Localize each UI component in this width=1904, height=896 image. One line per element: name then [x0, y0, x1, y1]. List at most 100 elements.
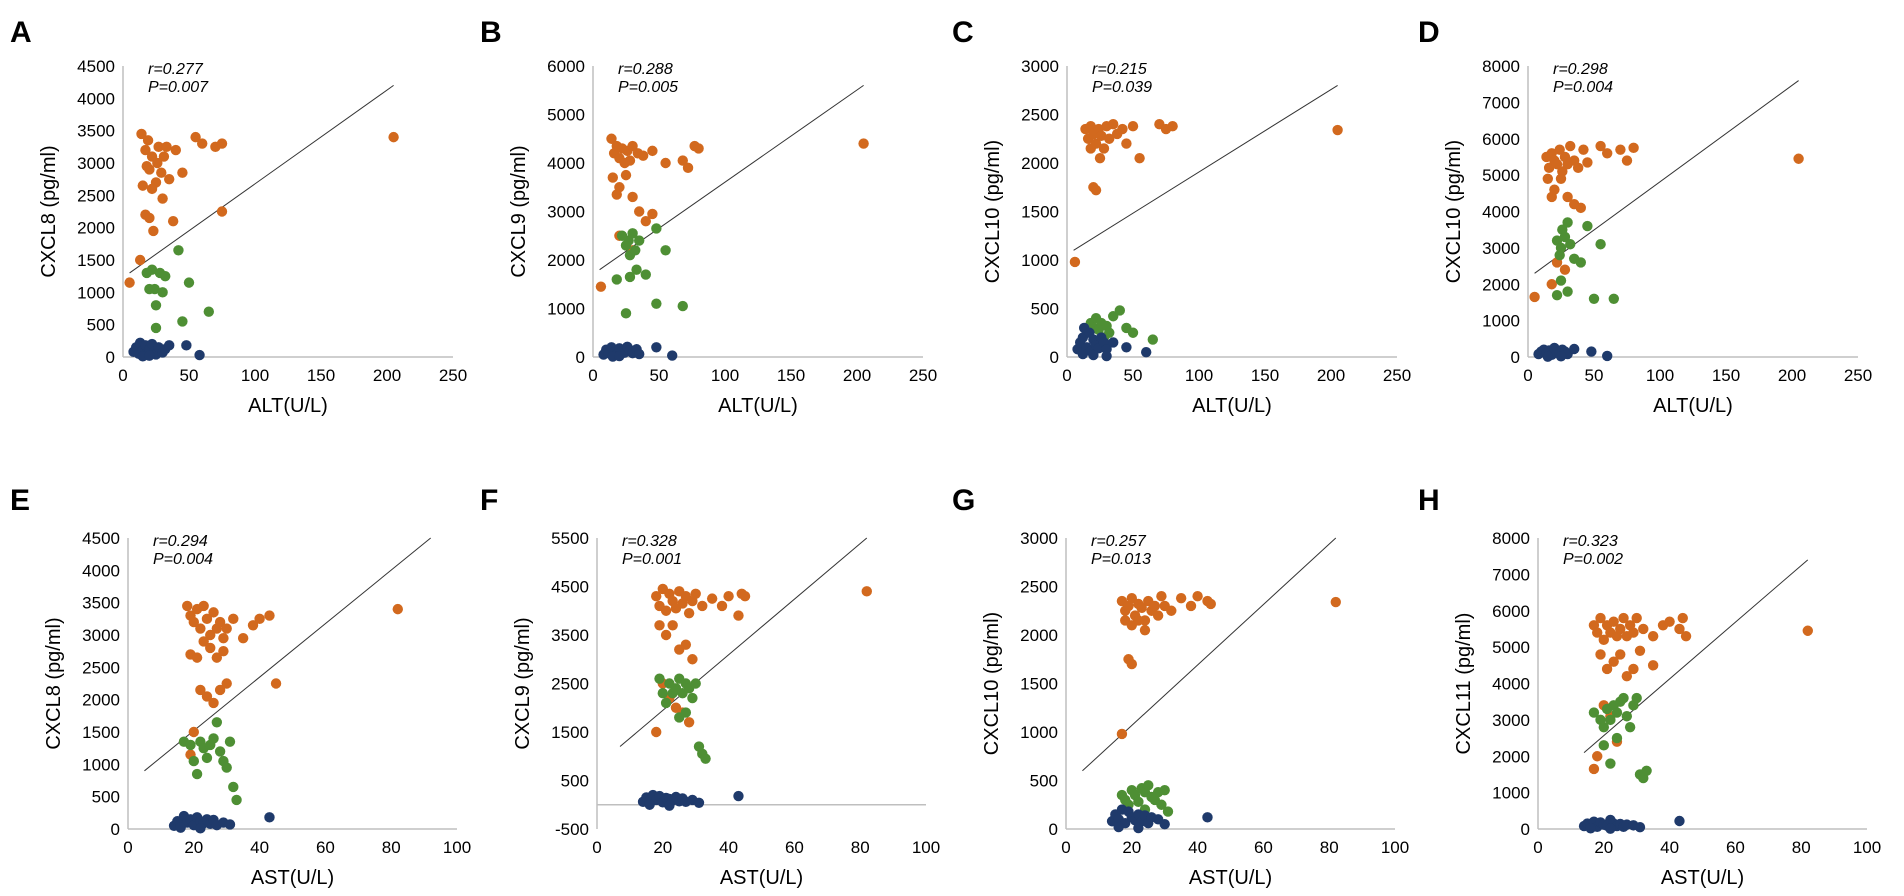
data-point: [1149, 600, 1161, 612]
data-point: [733, 790, 744, 802]
data-point: [1628, 142, 1639, 154]
x-tick-label: 80: [382, 838, 401, 857]
data-point: [177, 167, 188, 178]
data-point: [156, 167, 167, 178]
data-point: [667, 620, 678, 631]
data-point: [1638, 623, 1649, 635]
series-low: [598, 341, 678, 362]
y-tick-label: 6000: [1492, 602, 1530, 621]
data-point: [683, 717, 695, 728]
data-point: [214, 684, 226, 696]
data-point: [1598, 721, 1610, 733]
data-point: [1608, 656, 1619, 667]
data-point: [183, 277, 195, 288]
y-tick-label: 2000: [1482, 275, 1520, 294]
data-point: [644, 799, 655, 810]
y-tick-label: 2000: [1020, 626, 1058, 645]
y-axis-title: CXCL8 (pg/ml): [38, 145, 60, 277]
data-point: [1156, 591, 1167, 602]
x-tick-label: 250: [1844, 366, 1872, 385]
data-point: [620, 169, 632, 181]
x-tick-label: 0: [1062, 366, 1071, 385]
y-axis-title: CXCL9 (pg/ml): [512, 617, 534, 749]
y-tick-label: 3000: [1020, 529, 1058, 548]
data-point: [208, 733, 219, 744]
panel-c: C0 50 100 150 200 250050010001500200025003000…: [952, 16, 1411, 417]
x-tick-label: 80: [851, 838, 870, 857]
data-point: [1562, 286, 1573, 297]
y-tick-label: 1500: [82, 723, 120, 742]
series-low: [1578, 814, 1685, 834]
data-point: [1098, 143, 1110, 154]
data-point: [216, 138, 228, 149]
series-mid: [611, 223, 688, 319]
data-point: [1674, 623, 1685, 635]
stat-p: P=0.001: [622, 551, 682, 568]
data-point: [191, 768, 203, 780]
data-point: [392, 603, 403, 615]
trend-line: [619, 537, 868, 747]
y-tick-label: 1000: [1482, 312, 1520, 331]
data-point: [674, 712, 685, 723]
data-point: [1608, 293, 1620, 304]
data-point: [624, 271, 636, 283]
data-point: [221, 762, 232, 773]
data-point: [1543, 162, 1555, 174]
data-point: [228, 781, 239, 793]
data-point: [175, 822, 186, 833]
data-point: [1582, 220, 1593, 232]
data-point: [1605, 758, 1616, 769]
data-point: [1628, 663, 1639, 675]
data-point: [858, 138, 869, 149]
x-tick-label: 200: [373, 366, 401, 385]
data-point: [161, 141, 172, 153]
trend-line: [1534, 80, 1799, 274]
data-point: [611, 274, 622, 285]
data-point: [1159, 785, 1170, 796]
y-tick-label: 0: [576, 348, 585, 367]
data-point: [1104, 133, 1115, 144]
stat-r: r=0.288: [618, 61, 673, 78]
data-point: [150, 300, 162, 311]
y-tick-label: 4500: [82, 529, 120, 548]
y-tick-label: 2000: [82, 691, 120, 710]
data-point: [1578, 144, 1589, 155]
data-point: [146, 264, 158, 275]
data-point: [188, 726, 199, 738]
y-tick-label: 0: [1511, 348, 1520, 367]
panel-g: G0 20 40 60 80 100050010001500200025003000AST…: [952, 484, 1409, 889]
trend-line: [1583, 559, 1809, 753]
data-point: [1647, 660, 1659, 671]
data-point: [1618, 692, 1629, 704]
series-high: [1116, 591, 1341, 740]
data-point: [188, 755, 199, 767]
data-point: [716, 600, 728, 612]
y-tick-label: 6000: [547, 57, 585, 76]
y-tick-label: 5000: [1492, 638, 1530, 657]
panel-e: E0 20 40 60 80 100050010001500200025003000350…: [10, 484, 471, 889]
data-point: [1123, 600, 1134, 612]
y-tick-label: 8000: [1492, 529, 1530, 548]
data-point: [700, 753, 711, 764]
x-axis-title: ALT(U/L): [1653, 395, 1733, 417]
data-point: [203, 306, 214, 317]
data-point: [1136, 602, 1147, 614]
data-point: [611, 189, 622, 200]
y-axis-title: CXCL10 (pg/ml): [981, 612, 1003, 755]
series-mid: [141, 245, 214, 334]
y-tick-label: 1000: [1492, 784, 1530, 803]
x-tick-label: 150: [777, 366, 805, 385]
data-point: [637, 150, 649, 161]
data-point: [191, 652, 203, 663]
data-point: [1588, 293, 1600, 304]
data-point: [1114, 305, 1126, 316]
y-tick-label: 0: [1049, 820, 1058, 839]
data-point: [1159, 818, 1170, 830]
data-point: [634, 235, 645, 246]
x-axis-title: AST(U/L): [1189, 867, 1272, 889]
x-tick-label: 50: [1124, 366, 1143, 385]
data-point: [664, 800, 675, 811]
data-point: [654, 673, 665, 684]
data-point: [1542, 351, 1554, 362]
y-tick-label: 4000: [82, 561, 120, 580]
